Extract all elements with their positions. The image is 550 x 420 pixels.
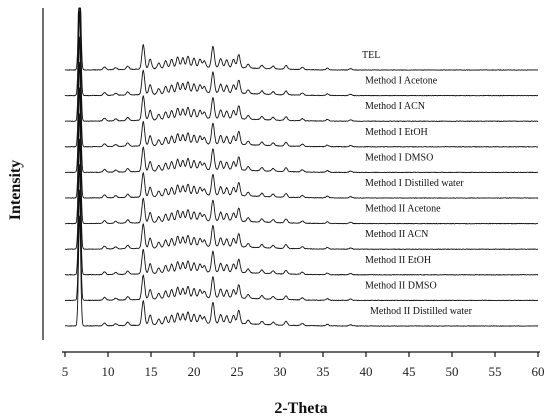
x-axis-title: 2-Theta bbox=[274, 400, 327, 417]
series-label: Method II Acetone bbox=[365, 204, 441, 215]
series-trace bbox=[64, 113, 539, 225]
series-label: Method II DMSO bbox=[365, 280, 437, 291]
series-trace bbox=[64, 215, 539, 327]
x-tick-label: 60 bbox=[532, 364, 545, 379]
x-tick-label: 20 bbox=[188, 364, 201, 379]
x-tick-label: 25 bbox=[231, 364, 244, 379]
x-tick-label: 40 bbox=[360, 364, 373, 379]
series-trace bbox=[64, 138, 539, 250]
series-trace bbox=[64, 87, 539, 199]
x-tick-label: 55 bbox=[489, 364, 502, 379]
xrd-traces bbox=[64, 7, 539, 327]
series-trace bbox=[64, 189, 539, 302]
series-trace bbox=[64, 10, 539, 122]
series-label: Method II ACN bbox=[365, 229, 428, 240]
y-axis-title: Intensity bbox=[7, 160, 24, 220]
x-tick-label: 50 bbox=[446, 364, 459, 379]
x-tick-label: 15 bbox=[145, 364, 158, 379]
x-tick-label: 10 bbox=[102, 364, 115, 379]
series-trace bbox=[64, 164, 539, 276]
x-tick-label: 5 bbox=[62, 364, 69, 379]
series-trace bbox=[64, 61, 539, 174]
series-label: Method I ACN bbox=[365, 101, 425, 112]
x-tick-label: 30 bbox=[274, 364, 287, 379]
series-label: Method II EtOH bbox=[365, 255, 431, 266]
x-tick-label: 35 bbox=[317, 364, 330, 379]
series-label: Method II Distilled water bbox=[370, 306, 473, 317]
series-trace bbox=[64, 7, 539, 97]
series-label: Method I DMSO bbox=[365, 152, 433, 163]
series-labels: TEL Method I Acetone Method I ACN Method I … bbox=[362, 50, 473, 317]
series-label: Method I Distilled water bbox=[365, 178, 464, 189]
series-label: Method I EtOH bbox=[365, 127, 428, 138]
x-axis-ticks: 5 10 15 20 25 30 35 40 45 50 55 60 bbox=[62, 352, 545, 379]
x-tick-label: 45 bbox=[403, 364, 416, 379]
series-label: TEL bbox=[362, 50, 380, 61]
series-label: Method I Acetone bbox=[365, 76, 438, 87]
series-trace bbox=[64, 7, 539, 71]
series-trace bbox=[64, 36, 539, 148]
